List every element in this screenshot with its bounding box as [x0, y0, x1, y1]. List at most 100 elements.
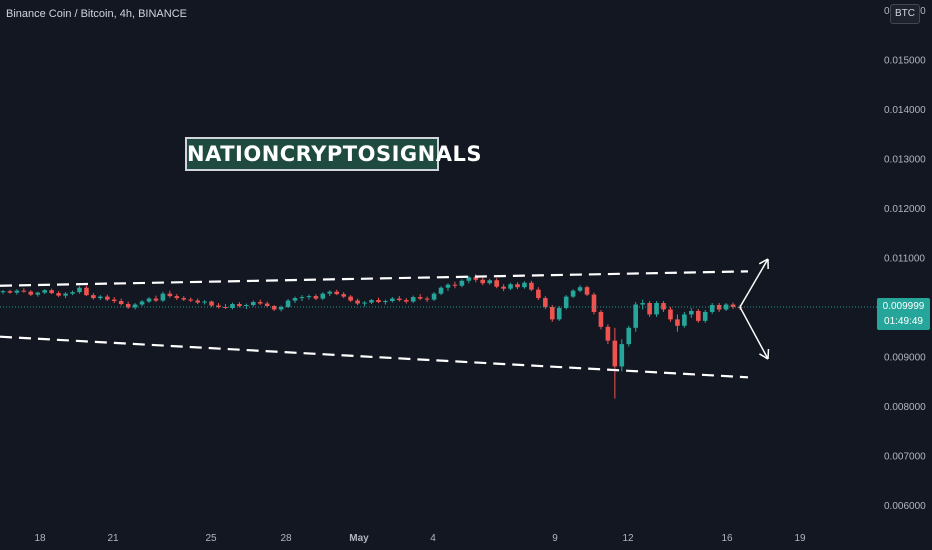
candle — [42, 289, 48, 295]
candle — [466, 275, 472, 284]
candle — [146, 297, 152, 304]
candle — [7, 289, 13, 294]
candle — [397, 296, 402, 302]
time-axis: 18 21 25 28 May 4 9 12 16 19 — [34, 533, 806, 544]
candle — [702, 309, 708, 323]
candle — [410, 295, 416, 304]
candle — [21, 288, 27, 293]
candle — [271, 305, 277, 311]
time-tick-label: 16 — [721, 533, 733, 544]
candle — [167, 290, 173, 298]
last-price-value: 0.009999 — [882, 301, 925, 312]
price-tick-label: 0.007000 — [884, 452, 926, 463]
price-tick-label: 0.006000 — [884, 501, 926, 512]
candle — [494, 278, 499, 289]
candle — [244, 303, 249, 309]
candle — [63, 292, 68, 299]
price-tick-label: 0.012000 — [884, 204, 926, 215]
candle — [230, 302, 235, 310]
candle — [153, 295, 159, 303]
projection-arrows — [739, 258, 770, 360]
candle — [257, 299, 263, 306]
candle — [369, 299, 374, 305]
projection-arrow-down[interactable] — [739, 306, 770, 360]
candle — [278, 305, 284, 312]
candle — [543, 296, 548, 309]
candle — [0, 290, 6, 295]
candle — [362, 301, 367, 307]
upper-channel-line[interactable] — [0, 270, 749, 287]
candle — [341, 292, 346, 299]
projection-arrow-up[interactable] — [739, 258, 769, 308]
candle — [480, 277, 486, 286]
price-tick-label: 0.013000 — [884, 155, 926, 166]
candle — [320, 292, 326, 301]
candle — [689, 307, 694, 318]
candle — [661, 301, 666, 312]
candle — [501, 284, 506, 292]
candle — [716, 303, 722, 312]
candle — [570, 289, 576, 299]
candle — [299, 295, 305, 302]
time-tick-label: 4 — [430, 533, 436, 544]
candle — [49, 288, 54, 295]
candle — [452, 281, 458, 289]
time-tick-label: 25 — [205, 533, 217, 544]
candle — [605, 324, 611, 345]
candle — [216, 303, 221, 309]
candle — [223, 304, 228, 309]
candle — [70, 290, 75, 296]
candle — [556, 306, 562, 321]
candle — [237, 302, 242, 308]
candle — [508, 282, 513, 291]
candles — [0, 274, 743, 399]
candle — [348, 295, 353, 303]
candle — [181, 296, 187, 302]
time-tick-label: 21 — [107, 533, 119, 544]
candle — [111, 297, 117, 304]
candle — [77, 286, 82, 294]
candle — [403, 298, 409, 304]
candle — [355, 298, 360, 306]
lower-channel-line[interactable] — [0, 335, 749, 379]
candle — [549, 305, 555, 322]
candle — [445, 283, 451, 291]
candle — [584, 285, 590, 297]
candle — [417, 294, 423, 301]
time-tick-label: 19 — [794, 533, 806, 544]
candle — [292, 296, 298, 304]
candle — [195, 298, 200, 305]
candle — [35, 291, 41, 297]
price-axis-bg — [877, 0, 932, 550]
candle — [695, 308, 701, 323]
candle — [640, 299, 645, 310]
price-tick-label: 0.009000 — [884, 353, 926, 364]
last-price-tag: 0.009999 01:49:49 — [877, 298, 930, 330]
candle — [251, 300, 256, 307]
candle — [264, 301, 270, 308]
time-tick-label: 18 — [34, 533, 46, 544]
candle — [438, 286, 444, 296]
candle — [390, 297, 395, 303]
candle — [654, 301, 659, 317]
time-tick-label: May — [349, 533, 369, 544]
candle — [376, 297, 381, 304]
candle — [730, 302, 736, 309]
currency-button[interactable]: BTC — [890, 4, 920, 24]
candle — [334, 289, 340, 296]
candle — [682, 311, 687, 328]
candle — [563, 295, 569, 310]
trendlines — [0, 270, 749, 379]
candle — [626, 325, 632, 347]
price-tick-label: 0.015000 — [884, 56, 926, 67]
candle — [118, 298, 124, 306]
time-tick-label: 28 — [280, 533, 292, 544]
candle — [306, 294, 312, 300]
candle — [529, 280, 534, 292]
candle — [202, 300, 207, 305]
time-tick-label: 12 — [622, 533, 634, 544]
candle — [91, 293, 96, 300]
candle — [675, 314, 680, 332]
candle — [487, 278, 492, 285]
